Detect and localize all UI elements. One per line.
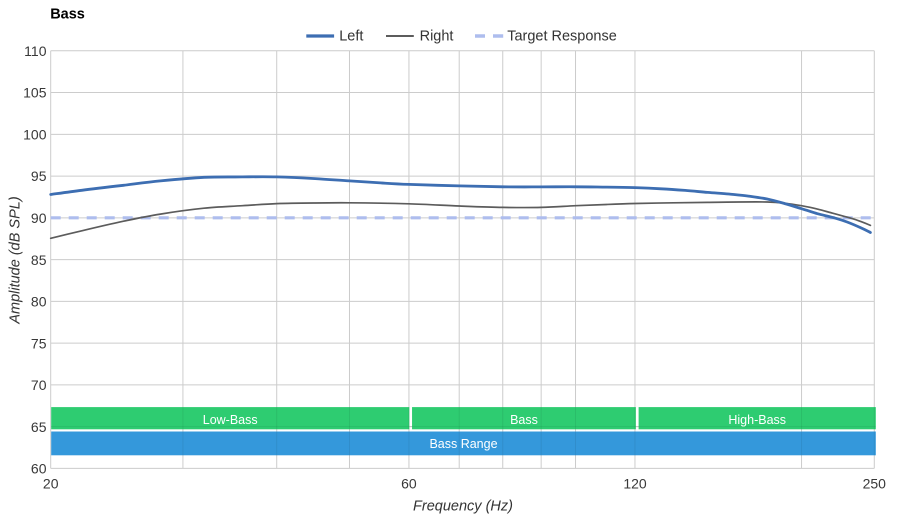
svg-text:95: 95 <box>31 168 47 184</box>
svg-text:Low-Bass: Low-Bass <box>203 413 258 427</box>
svg-text:75: 75 <box>31 335 47 351</box>
svg-text:Target Response: Target Response <box>507 29 617 45</box>
svg-text:105: 105 <box>23 85 47 101</box>
svg-text:20: 20 <box>43 476 59 492</box>
svg-text:250: 250 <box>863 476 887 492</box>
svg-text:Left: Left <box>339 29 363 45</box>
svg-text:100: 100 <box>23 126 47 142</box>
svg-text:High-Bass: High-Bass <box>728 413 786 427</box>
svg-text:60: 60 <box>401 476 417 492</box>
svg-text:120: 120 <box>623 476 647 492</box>
svg-text:Right: Right <box>420 29 454 45</box>
svg-text:Bass: Bass <box>50 6 85 22</box>
svg-text:80: 80 <box>31 294 47 310</box>
svg-text:70: 70 <box>31 377 47 393</box>
svg-text:90: 90 <box>31 210 47 226</box>
svg-text:Bass Range: Bass Range <box>429 437 497 451</box>
svg-text:85: 85 <box>31 252 47 268</box>
svg-text:60: 60 <box>31 461 47 477</box>
svg-text:65: 65 <box>31 419 47 435</box>
svg-text:110: 110 <box>24 43 47 59</box>
svg-text:Amplitude (dB SPL): Amplitude (dB SPL) <box>8 196 24 324</box>
svg-text:Bass: Bass <box>510 413 538 427</box>
svg-text:Frequency (Hz): Frequency (Hz) <box>413 499 513 515</box>
